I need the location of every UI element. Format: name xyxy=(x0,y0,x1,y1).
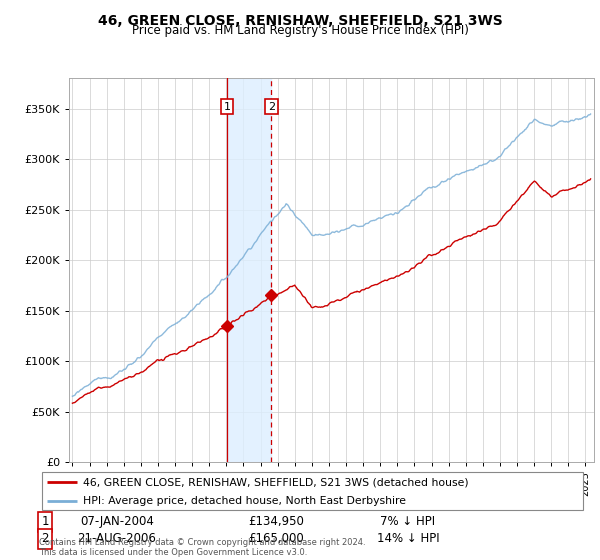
Text: 21-AUG-2006: 21-AUG-2006 xyxy=(77,532,157,545)
Text: HPI: Average price, detached house, North East Derbyshire: HPI: Average price, detached house, Nort… xyxy=(83,496,406,506)
Text: 1: 1 xyxy=(224,102,230,111)
Text: 07-JAN-2004: 07-JAN-2004 xyxy=(80,515,154,529)
Text: 2: 2 xyxy=(268,102,275,111)
Text: Contains HM Land Registry data © Crown copyright and database right 2024.
This d: Contains HM Land Registry data © Crown c… xyxy=(39,538,365,557)
Text: 1: 1 xyxy=(41,515,49,529)
Text: 46, GREEN CLOSE, RENISHAW, SHEFFIELD, S21 3WS: 46, GREEN CLOSE, RENISHAW, SHEFFIELD, S2… xyxy=(98,14,502,28)
Text: 7% ↓ HPI: 7% ↓ HPI xyxy=(380,515,436,529)
Bar xyxy=(227,78,271,462)
FancyBboxPatch shape xyxy=(42,473,583,510)
Text: 2: 2 xyxy=(41,532,49,545)
Text: Price paid vs. HM Land Registry's House Price Index (HPI): Price paid vs. HM Land Registry's House … xyxy=(131,24,469,37)
Text: 46, GREEN CLOSE, RENISHAW, SHEFFIELD, S21 3WS (detached house): 46, GREEN CLOSE, RENISHAW, SHEFFIELD, S2… xyxy=(83,477,469,487)
Text: £165,000: £165,000 xyxy=(248,532,304,545)
Text: 14% ↓ HPI: 14% ↓ HPI xyxy=(377,532,439,545)
Text: £134,950: £134,950 xyxy=(248,515,304,529)
